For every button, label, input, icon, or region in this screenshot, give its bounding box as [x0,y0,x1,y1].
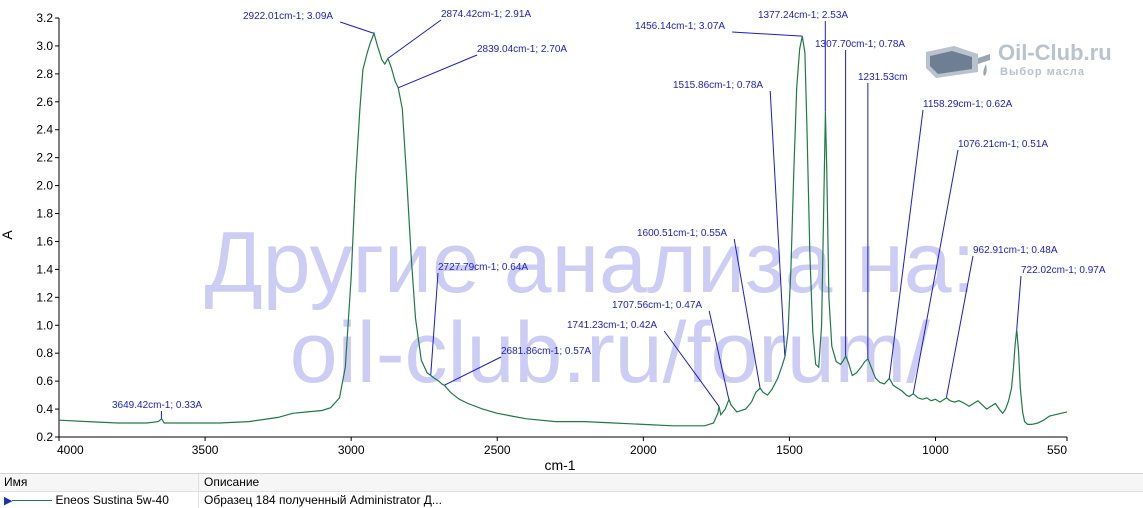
peak-annotation-label: 1707.56cm-1; 0.47A [612,300,702,311]
peak-leader-line [443,356,502,386]
legend-header: Имя Описание [0,474,1143,492]
legend-row-description: Образец 184 полученный Administrator Д..… [204,493,442,507]
logo-title: Oil-Club.ru [998,40,1112,65]
peak-leader-line [733,238,761,389]
peak-annotation-label: 962.91cm-1; 0.48A [973,245,1058,256]
annotation-leaders [160,19,1022,419]
peak-annotation-label: 3649.42cm-1; 0.33A [112,400,202,411]
peak-leader-line [912,149,959,394]
tick-labels: 4000 3500 3000 2500 2000 1500 1000 550 0.2 0.4 0.6… [36,11,1068,457]
y-tick-label: 1.0 [36,318,53,332]
peak-leader-line [430,272,439,376]
watermark-line-2: oil-club.ru/forum/ [290,305,931,401]
peak-annotation-label: 1456.14cm-1; 3.07A [635,21,725,32]
series-swatch [12,500,53,502]
y-tick-label: 1.8 [36,207,53,221]
column-header-description[interactable]: Описание [204,475,260,489]
peak-annotation-label: 1076.21cm-1; 0.51A [958,139,1048,150]
y-tick-label: 0.2 [36,430,53,444]
x-tick-label: 4000 [57,443,84,457]
peak-annotation-label: 2681.86cm-1; 0.57A [501,346,591,357]
peak-annotation-label: 1307.70cm-1; 0.78A [815,39,905,50]
legend-table: Имя Описание ▶ Eneos Sustina 5w-40 Образе… [0,473,1143,508]
logo-subtitle: Выбор масла [1000,66,1085,78]
legend-row[interactable]: ▶ Eneos Sustina 5w-40 Образец 184 получен… [0,492,1143,508]
peak-leader-line [708,310,730,400]
x-tick-label: 2000 [630,443,657,457]
y-tick-label: 2.6 [36,95,53,109]
peak-annotation-label: 1600.51cm-1; 0.55A [637,228,727,239]
x-axis-title: cm-1 [544,457,575,473]
peak-annotation-label: 2839.04cm-1; 2.70A [477,44,567,55]
legend-row-name-cell[interactable]: ▶ Eneos Sustina 5w-40 [0,492,199,508]
x-tick-label: 3000 [338,443,365,457]
peak-annotation-label: 1377.24cm-1; 2.53A [758,10,848,21]
row-pointer-icon: ▶ [4,495,13,507]
peak-annotation-label: 1741.23cm-1; 0.42A [567,320,657,331]
series-layer [58,31,1068,427]
peak-leader-line [1016,275,1022,330]
series-line [58,31,1068,427]
y-tick-label: 0.4 [36,402,53,416]
y-tick-label: 3.2 [36,11,53,25]
y-tick-label: 2.2 [36,151,53,165]
peak-annotation-label: 722.02cm-1; 0.97A [1021,265,1106,276]
peak-annotation-label: 1231.53cm [858,72,907,83]
peak-leader-line [945,255,974,398]
peak-leader-line [387,19,442,59]
peak-annotation-label: 2922.01cm-1; 3.09A [243,11,333,22]
column-header-name[interactable]: Имя [0,474,199,491]
y-tick-label: 1.4 [36,262,53,276]
oil-club-logo: Oil-Club.ru Выбор масла [926,40,1112,78]
y-tick-label: 2.4 [36,123,53,137]
peak-annotation-label: 2727.79cm-1; 0.64A [438,262,528,273]
watermark-line-1: Другие анализа на: [205,215,976,311]
watermark: Другие анализа на: oil-club.ru/forum/ [205,215,976,401]
peak-leader-line [663,330,720,407]
annotation-labels: 3649.42cm-1; 0.33A 2922.01cm-1; 3.09A 2874… [112,9,1106,411]
y-tick-label: 0.8 [36,346,53,360]
peak-leader-line [398,54,478,89]
y-tick-label: 1.2 [36,290,53,304]
peak-annotation-label: 1515.86cm-1; 0.78A [673,80,763,91]
oil-can-icon [926,46,990,78]
x-tick-label: 550 [1047,443,1067,457]
y-tick-label: 2.8 [36,67,53,81]
spectrum-chart: Другие анализа на: oil-club.ru/forum/ 40… [0,9,1106,473]
peak-leader-line [888,109,924,379]
y-axis-title: A [0,230,15,240]
axes [58,18,1067,438]
x-tick-label: 1000 [922,443,949,457]
peak-annotation-label: 2874.42cm-1; 2.91A [441,9,531,20]
x-tick-label: 2500 [484,443,511,457]
x-tick-label: 1500 [776,443,803,457]
y-tick-label: 1.6 [36,234,53,248]
legend-row-name: Eneos Sustina 5w-40 [55,493,169,507]
peak-leader-line [732,31,803,37]
x-tick-label: 3500 [192,443,219,457]
y-tick-label: 2.0 [36,179,53,193]
y-tick-label: 0.6 [36,374,53,388]
peak-leader-line [340,21,375,34]
peak-leader-line [769,90,786,357]
peak-annotation-label: 1158.29cm-1; 0.62A [923,99,1013,110]
y-tick-label: 3.0 [36,39,53,53]
